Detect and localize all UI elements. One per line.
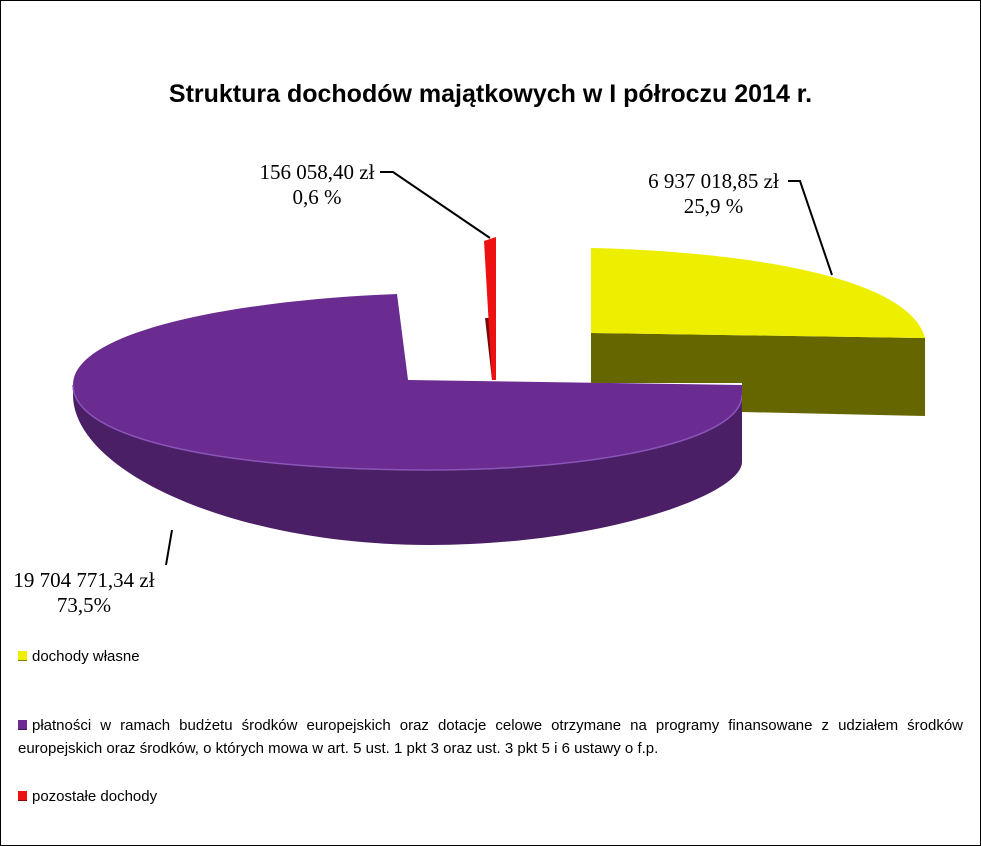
pie-slice-pozostale-top xyxy=(484,237,496,380)
data-label-wlasne-percent: 25,9 % xyxy=(683,194,744,218)
pie-slice-platnosci-top xyxy=(73,294,742,470)
leader-line-wlasne xyxy=(788,180,833,276)
data-label-platnosci-value: 19 704 771,34 zł xyxy=(13,568,155,592)
data-label-platnosci: 19 704 771,34 zł 73,5% xyxy=(4,568,164,618)
legend-label-wlasne: dochody własne xyxy=(32,648,140,665)
pie-slice-wlasne xyxy=(591,248,925,416)
data-label-pozostale-value: 156 058,40 zł xyxy=(259,160,375,184)
legend-item-wlasne: dochody własne xyxy=(18,645,963,668)
data-label-platnosci-percent: 73,5% xyxy=(56,593,112,617)
legend-item-platnosci: płatności w ramach budżetu środków europ… xyxy=(18,714,963,760)
legend-swatch-platnosci xyxy=(18,720,27,730)
legend-swatch-wlasne xyxy=(18,651,27,661)
chart-title: Struktura dochodów majątkowych w I półro… xyxy=(168,80,813,108)
data-label-wlasne: 6 937 018,85 zł 25,9 % xyxy=(636,169,791,219)
pie-slice-platnosci-side xyxy=(73,385,742,545)
pie-slice-wlasne-top xyxy=(591,248,925,338)
leader-line-platnosci xyxy=(165,529,173,566)
leader-line-pozostale xyxy=(380,171,491,239)
legend-item-pozostale: pozostałe dochody xyxy=(18,785,963,808)
data-label-pozostale: 156 058,40 zł 0,6 % xyxy=(243,160,391,210)
legend-label-pozostale: pozostałe dochody xyxy=(32,788,158,805)
data-label-pozostale-percent: 0,6 % xyxy=(292,185,342,209)
data-label-wlasne-value: 6 937 018,85 zł xyxy=(648,169,779,193)
legend-swatch-pozostale xyxy=(18,791,27,801)
pie-slice-platnosci xyxy=(72,294,743,545)
legend-label-platnosci: płatności w ramach budżetu środków europ… xyxy=(18,717,963,757)
pie-slice-wlasne-side xyxy=(591,333,925,416)
pie-slice-pozostale xyxy=(484,237,496,380)
